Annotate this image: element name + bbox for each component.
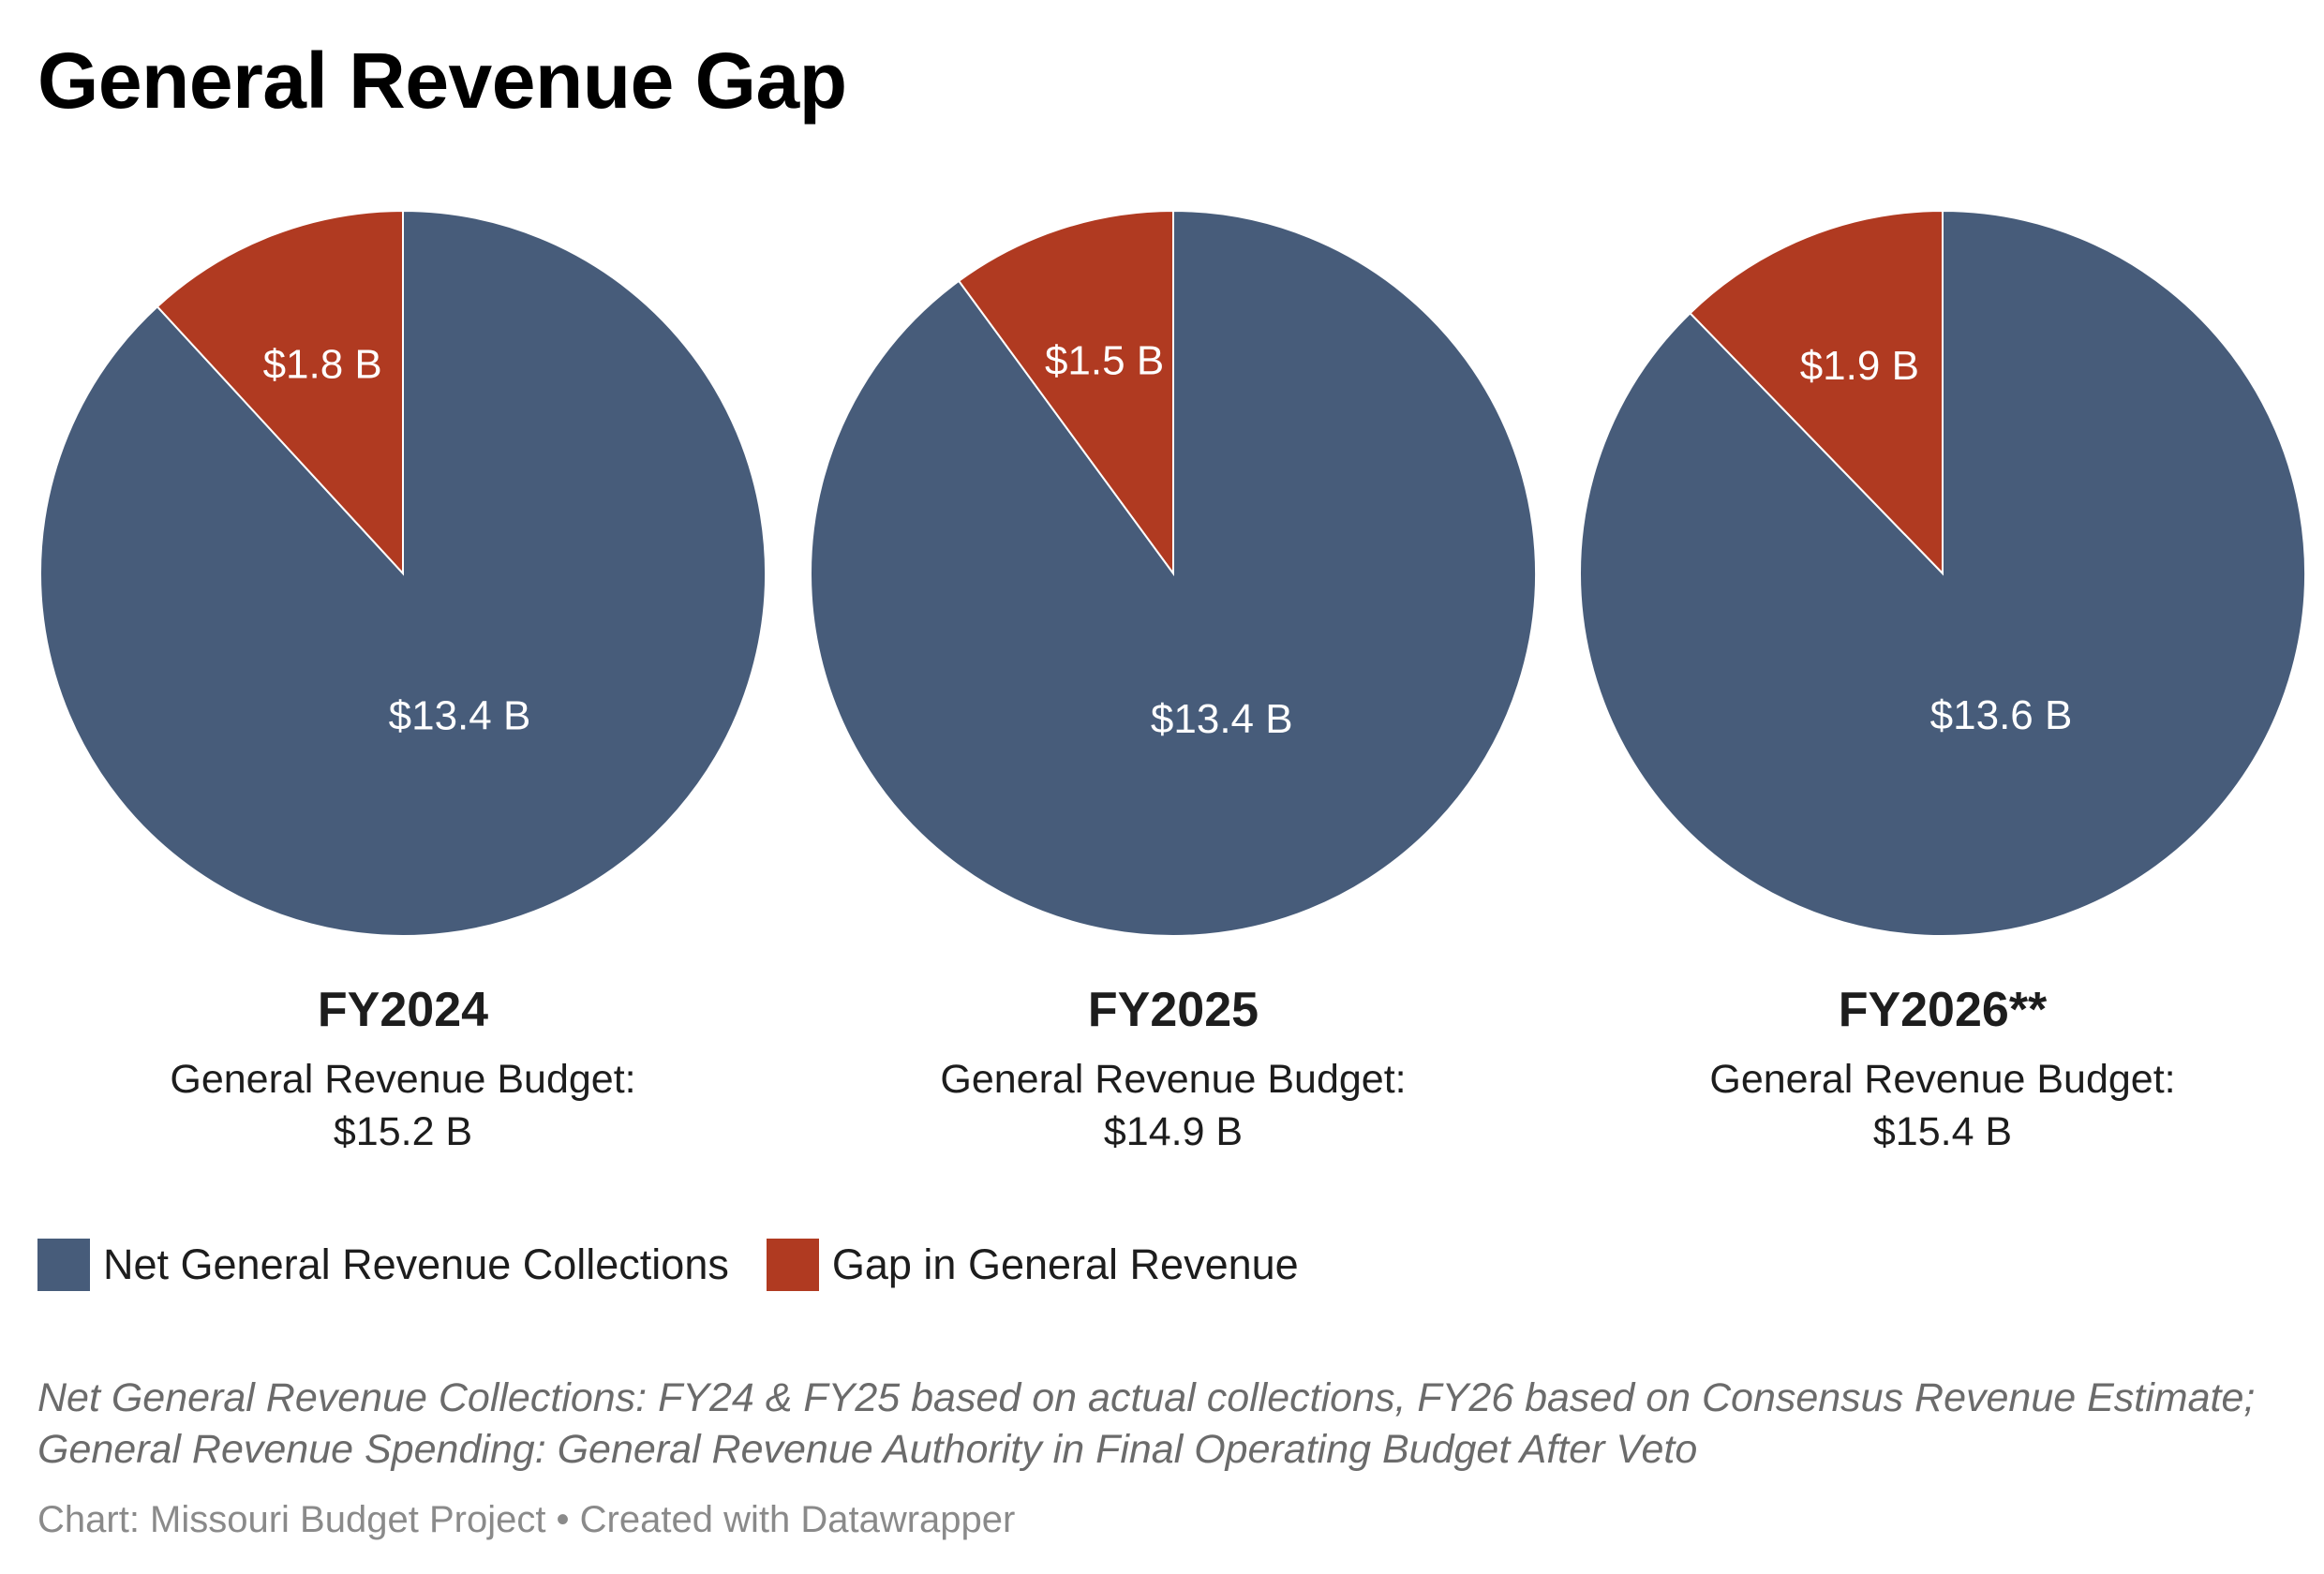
pie-caption-fy2025: FY2025 General Revenue Budget: $14.9 B bbox=[798, 983, 1548, 1159]
budget-label: General Revenue Budget: bbox=[1709, 1057, 2176, 1103]
pie-slice-label-collections: $13.4 B bbox=[389, 693, 531, 739]
pie-year-label: FY2026** bbox=[1838, 983, 2048, 1037]
legend: Net General Revenue Collections Gap in G… bbox=[37, 1239, 1336, 1291]
budget-value: $14.9 B bbox=[1103, 1109, 1244, 1155]
chart-source: Chart: Missouri Budget Project • Created… bbox=[37, 1499, 1016, 1540]
legend-label: Net General Revenue Collections bbox=[103, 1240, 729, 1288]
legend-swatch-gap bbox=[766, 1239, 819, 1291]
pie-caption-fy2024: FY2024 General Revenue Budget: $15.2 B bbox=[28, 983, 778, 1159]
pie-year-label: FY2025 bbox=[1087, 983, 1259, 1037]
budget-label: General Revenue Budget: bbox=[940, 1057, 1407, 1103]
pie-slice-label-gap: $1.9 B bbox=[1800, 343, 1919, 389]
budget-value: $15.2 B bbox=[333, 1109, 473, 1155]
pie-slice-label-gap: $1.5 B bbox=[1045, 337, 1164, 383]
legend-swatch-collections bbox=[37, 1239, 90, 1291]
budget-label: General Revenue Budget: bbox=[170, 1057, 636, 1103]
chart-notes: Net General Revenue Collections: FY24 & … bbox=[37, 1375, 2256, 1473]
pie-caption-fy2026: FY2026** General Revenue Budget: $15.4 B bbox=[1568, 983, 2317, 1159]
pie-slice-label-collections: $13.4 B bbox=[1151, 696, 1293, 742]
pie-slice-label-collections: $13.6 B bbox=[1930, 692, 2073, 738]
budget-value: $15.4 B bbox=[1872, 1109, 2013, 1155]
pie-slice-gap bbox=[957, 209, 1174, 577]
legend-item-collections: Net General Revenue Collections bbox=[37, 1239, 729, 1291]
pie-year-label: FY2024 bbox=[317, 983, 489, 1037]
pie-fy2025: $13.4 B $1.5 B bbox=[810, 209, 1537, 937]
pie-slice-gap bbox=[1689, 209, 1944, 576]
pie-fy2024: $13.4 B $1.8 B bbox=[39, 209, 767, 937]
pie-slice-gap bbox=[156, 209, 404, 576]
pie-slice-collections bbox=[1578, 209, 2306, 937]
chart-title: General Revenue Gap bbox=[37, 37, 847, 125]
legend-label: Gap in General Revenue bbox=[831, 1240, 1299, 1288]
pie-fy2026: $13.6 B $1.9 B bbox=[1578, 209, 2306, 937]
pie-slice-label-gap: $1.8 B bbox=[263, 342, 382, 388]
legend-item-gap: Gap in General Revenue bbox=[766, 1239, 1299, 1291]
